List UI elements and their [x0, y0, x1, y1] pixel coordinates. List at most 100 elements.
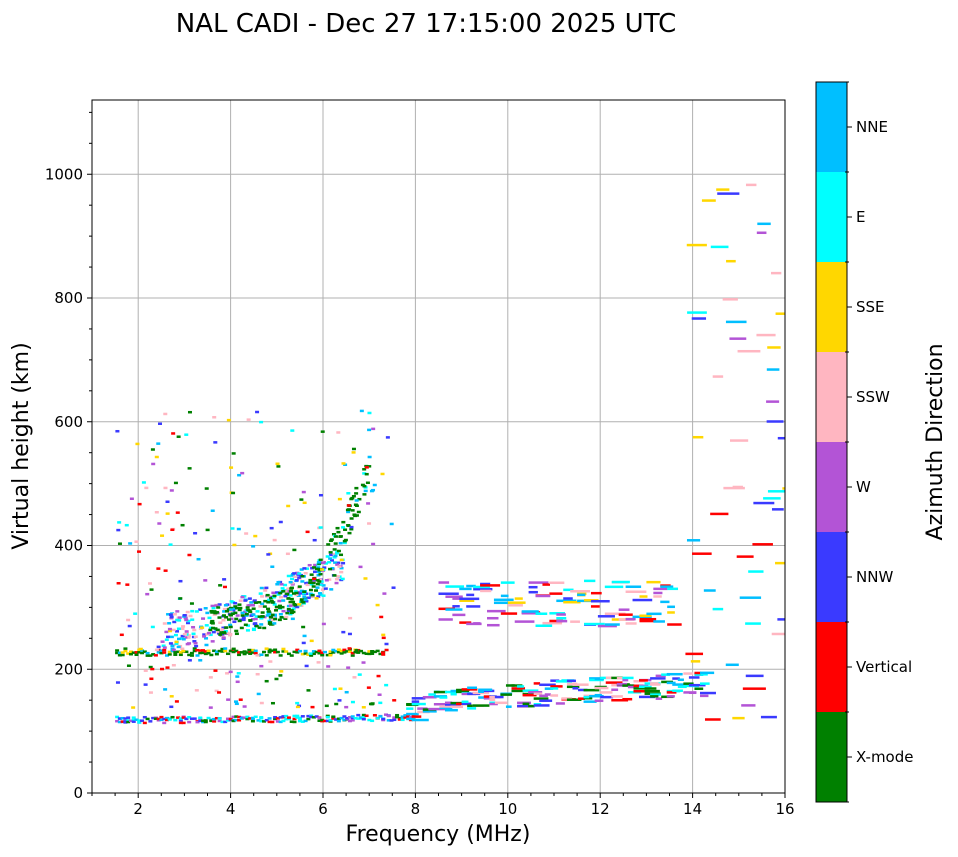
echo-point	[272, 613, 277, 617]
echo-point	[278, 716, 283, 719]
chart-title: NAL CADI - Dec 27 17:15:00 2025 UTC	[176, 9, 676, 39]
echo-point	[372, 714, 377, 717]
echo-point	[289, 597, 294, 601]
echo-point	[317, 652, 322, 655]
echo-point	[248, 652, 253, 655]
echo-point	[309, 654, 314, 657]
echo-point	[370, 719, 375, 723]
echo-point	[194, 644, 199, 648]
echo-point	[604, 623, 620, 626]
echo-point	[191, 632, 196, 636]
echo-point	[140, 649, 145, 652]
echo-point	[251, 545, 256, 548]
echo-point	[507, 601, 526, 604]
echo-point	[219, 631, 224, 634]
echo-point	[380, 651, 385, 654]
echo-point	[361, 717, 366, 721]
echo-point	[600, 691, 613, 694]
echo-point	[259, 420, 264, 424]
echo-point	[156, 567, 161, 570]
echo-point	[169, 489, 174, 492]
echo-point	[556, 619, 568, 623]
echo-point	[192, 647, 197, 650]
echo-point	[320, 588, 325, 591]
echo-point	[318, 526, 323, 529]
echo-point	[299, 598, 304, 601]
echo-point	[336, 549, 341, 553]
echo-point	[459, 621, 472, 624]
x-tick-label: 2	[133, 800, 143, 818]
echo-point	[270, 601, 275, 604]
echo-point	[318, 558, 323, 562]
echo-point	[250, 618, 255, 621]
echo-point	[250, 717, 255, 721]
echo-point	[625, 617, 636, 621]
echo-point	[666, 691, 677, 694]
echo-point	[159, 718, 164, 722]
echo-point	[323, 562, 328, 565]
echo-point	[229, 600, 234, 603]
echo-point	[298, 716, 303, 720]
echo-point	[371, 427, 376, 431]
echo-point	[745, 674, 764, 678]
echo-point	[213, 441, 218, 444]
echo-point	[115, 715, 120, 719]
echo-point	[173, 633, 178, 637]
echo-point	[445, 585, 465, 588]
echo-point	[344, 705, 349, 709]
echo-point	[763, 497, 781, 500]
echo-point	[521, 610, 539, 613]
echo-point	[212, 720, 217, 723]
echo-point	[745, 183, 757, 187]
echo-point	[677, 678, 684, 681]
echo-point	[163, 688, 168, 691]
echo-point	[295, 648, 300, 652]
echo-point	[480, 584, 501, 587]
colorbar-tick-label: X-mode	[856, 748, 913, 766]
echo-point	[335, 552, 340, 555]
echo-point	[362, 484, 367, 488]
echo-point	[332, 574, 337, 577]
echo-point	[533, 682, 541, 685]
echo-point	[260, 615, 265, 618]
echo-point	[165, 500, 170, 504]
echo-point	[214, 652, 219, 656]
echo-point	[273, 617, 278, 621]
echo-point	[231, 719, 236, 723]
echo-point	[326, 665, 331, 668]
echo-point	[317, 716, 322, 720]
echo-point	[302, 567, 307, 570]
echo-point	[639, 679, 648, 682]
echo-point	[259, 701, 264, 705]
echo-point	[164, 716, 169, 720]
echo-point	[286, 652, 291, 656]
echo-point	[566, 682, 578, 686]
echo-point	[275, 717, 280, 720]
echo-point	[196, 557, 201, 561]
echo-point	[433, 702, 451, 706]
echo-point	[382, 592, 387, 595]
echo-point	[263, 599, 268, 603]
echo-point	[243, 623, 248, 627]
echo-point	[653, 587, 668, 591]
echo-point	[550, 679, 560, 682]
echo-point	[300, 600, 305, 603]
echo-point	[666, 672, 683, 676]
echo-point	[253, 652, 258, 655]
echo-point	[605, 681, 623, 684]
echo-point	[117, 654, 122, 657]
echo-point	[452, 613, 466, 617]
echo-point	[164, 718, 169, 722]
echo-point	[289, 611, 294, 615]
echo-point	[353, 650, 358, 654]
echo-point	[151, 653, 156, 656]
echo-point	[270, 618, 275, 622]
echo-point	[367, 428, 372, 432]
echo-point	[278, 520, 283, 524]
echo-point	[352, 676, 357, 679]
echo-point	[341, 630, 346, 634]
echo-point	[478, 688, 493, 692]
echo-point	[272, 596, 277, 599]
echo-point	[281, 650, 286, 653]
